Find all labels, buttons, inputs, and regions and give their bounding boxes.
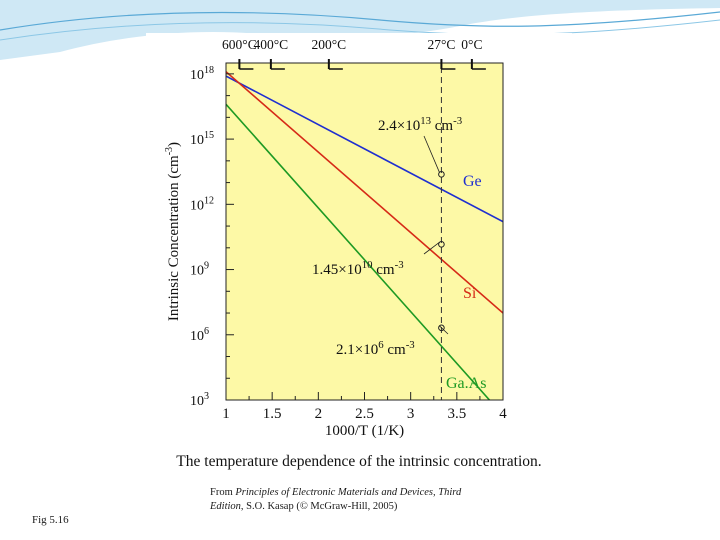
figure-label: Fig 5.16 [32,514,69,526]
top-axis-label: 0°C [461,37,482,52]
y-tick-label: 1015 [190,130,214,148]
intrinsic-concentration-chart: 1 1.5 2 2.5 3 3.5 4 1000/T (1/K) 103 106 109 1012 10… [146,33,572,473]
y-axis-label: Intrinsic Concentration (cm-3) [164,142,182,321]
x-tick-label: 3.5 [447,406,466,422]
x-tick-label: 2.5 [355,406,374,422]
x-tick-label: 4 [499,406,507,422]
x-tick-label: 1.5 [263,406,282,422]
x-tick-label: 1 [222,406,230,422]
annotation-label: 2.4×1013 cm-3 [378,115,462,134]
y-tick-label: 109 [190,261,209,279]
annotation-label: 1.45×1010 cm-3 [312,259,404,278]
top-axis-label: 600°C [222,37,257,52]
x-tick-label: 2 [315,406,323,422]
source-credit: From Principles of Electronic Materials … [210,486,480,514]
annotation-label: 2.1×106 cm-3 [336,339,415,358]
y-tick-label: 106 [190,326,209,344]
y-tick-label: 1012 [190,195,214,213]
series-label: Ge [463,173,482,190]
x-tick-label: 3 [407,406,415,422]
x-axis-label: 1000/T (1/K) [325,423,404,439]
y-tick-label: 103 [190,391,209,409]
credit-suffix: , S.O. Kasap (© McGraw-Hill, 2005) [241,501,397,512]
series-label: Si [463,285,477,302]
top-axis-label: 400°C [254,37,289,52]
chart-caption: The temperature dependence of the intrin… [176,453,541,470]
y-tick-label: 1018 [190,65,214,83]
credit-prefix: From [210,487,235,498]
series-label: Ga.As [446,375,486,392]
top-axis-label: 200°C [312,37,347,52]
figure-panel: 1 1.5 2 2.5 3 3.5 4 1000/T (1/K) 103 106 109 1012 10… [146,33,572,473]
top-axis-label: 27°C [427,37,455,52]
